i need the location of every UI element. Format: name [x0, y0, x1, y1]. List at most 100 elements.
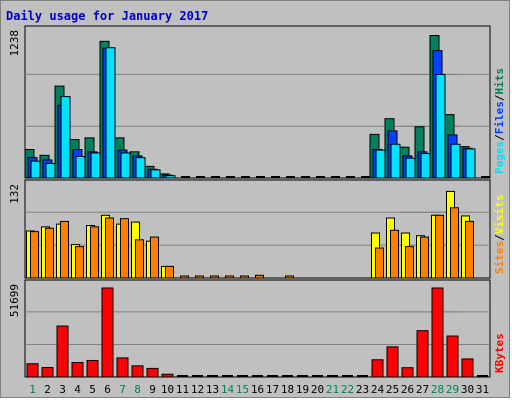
bar-baseline	[271, 176, 280, 178]
bar-pages	[75, 155, 86, 179]
bar-sites	[135, 239, 144, 279]
bar-sites	[405, 246, 414, 279]
bar-sites	[120, 218, 129, 279]
bar-pages	[150, 169, 161, 179]
bar-kbytes	[71, 362, 84, 378]
day-label: 9	[149, 383, 156, 396]
day-label: 18	[281, 383, 294, 396]
bar-baseline	[237, 375, 248, 377]
bar-kbytes	[461, 358, 474, 378]
y-tick-label: 132	[8, 184, 21, 204]
day-label: 29	[446, 383, 459, 396]
bar-pages	[30, 160, 41, 179]
day-label: 23	[356, 383, 369, 396]
bar-sites	[375, 247, 384, 279]
day-label: 4	[74, 383, 81, 396]
bar-kbytes	[101, 287, 114, 378]
bar-baseline	[297, 375, 308, 377]
day-label: 12	[191, 383, 204, 396]
day-label: 27	[416, 383, 429, 396]
panel-visits: 132 Sites/Visits	[8, 179, 506, 279]
day-label: 11	[176, 383, 189, 396]
bar-kbytes	[416, 330, 429, 378]
bar-pages	[420, 153, 431, 179]
day-label: 5	[89, 383, 96, 396]
day-label: 1	[29, 383, 36, 396]
legend-entry: Sites	[493, 241, 506, 274]
day-label: 22	[341, 383, 354, 396]
bar-sites	[210, 275, 219, 279]
legend-entry: KBytes	[493, 333, 506, 373]
bar-kbytes	[41, 367, 54, 378]
bar-pages	[45, 162, 56, 179]
bar-pages	[90, 152, 101, 179]
day-label: 14	[221, 383, 235, 396]
day-label: 15	[236, 383, 249, 396]
bar-sites	[255, 274, 264, 279]
day-label: 26	[401, 383, 414, 396]
bar-baseline	[361, 176, 370, 178]
bar-baseline	[312, 375, 323, 377]
day-label: 19	[296, 383, 309, 396]
bar-kbytes	[56, 325, 69, 378]
bar-baseline	[207, 375, 218, 377]
bar-pages	[375, 149, 386, 179]
bar-kbytes	[371, 359, 384, 378]
bar-baseline	[222, 375, 233, 377]
bar-sites	[195, 275, 204, 279]
legend: Pages/Files/Hits	[493, 68, 506, 174]
bar-baseline	[477, 375, 488, 377]
bar-sites	[465, 220, 474, 279]
bar-baseline	[327, 375, 338, 377]
bar-sites	[240, 275, 249, 279]
bar-kbytes	[446, 335, 459, 378]
legend-entry: Pages	[493, 141, 506, 174]
bar-pages	[60, 96, 71, 179]
bar-sites	[165, 265, 174, 279]
chart-panels: 1238Pages/Files/Hits132Sites/Visits51699…	[8, 25, 506, 378]
legend: Sites/Visits	[493, 195, 506, 275]
legend-entry: /	[493, 234, 506, 241]
bar-pages	[105, 47, 116, 179]
bar-pages	[405, 157, 416, 179]
day-label: 13	[206, 383, 219, 396]
bar-kbytes	[131, 365, 144, 378]
bar-kbytes	[116, 357, 129, 378]
bar-kbytes	[161, 373, 174, 378]
legend: KBytes	[493, 333, 506, 373]
bar-sites	[45, 227, 54, 279]
bar-sites	[450, 207, 459, 279]
legend-entry: Hits	[493, 68, 506, 95]
bar-baseline	[316, 176, 325, 178]
bar-pages	[435, 73, 446, 179]
bar-kbytes	[26, 363, 39, 378]
bar-baseline	[282, 375, 293, 377]
day-label: 7	[119, 383, 126, 396]
legend-entry: Files	[493, 101, 506, 134]
bar-baseline	[267, 375, 278, 377]
day-label: 31	[476, 383, 489, 396]
bar-sites	[285, 275, 294, 279]
bar-baseline	[177, 375, 188, 377]
bar-baseline	[331, 176, 340, 178]
day-label: 20	[311, 383, 324, 396]
bar-pages	[390, 143, 401, 179]
bar-sites	[150, 236, 159, 279]
legend-entry: /	[493, 94, 506, 101]
bar-baseline	[241, 176, 250, 178]
day-label: 10	[161, 383, 174, 396]
bar-baseline	[346, 176, 355, 178]
day-label: 24	[371, 383, 385, 396]
bar-kbytes	[431, 287, 444, 378]
bar-kbytes	[86, 359, 99, 378]
bar-baseline	[481, 176, 490, 178]
day-label: 2	[44, 383, 51, 396]
day-label: 6	[104, 383, 111, 396]
bar-baseline	[181, 176, 190, 178]
day-label: 25	[386, 383, 399, 396]
chart-title: Daily usage for January 2017	[6, 9, 208, 23]
y-tick-label: 1238	[8, 30, 21, 57]
bar-baseline	[192, 375, 203, 377]
